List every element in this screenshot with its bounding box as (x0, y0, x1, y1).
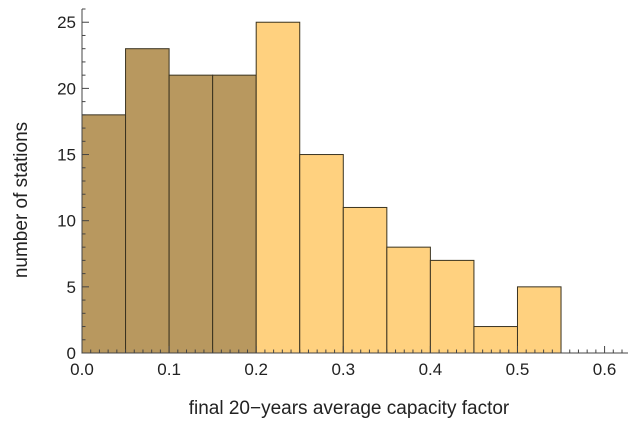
histogram-bar-5 (299, 154, 344, 354)
y-tick-label: 15 (57, 146, 76, 165)
y-tick-label: 0 (67, 344, 76, 363)
x-tick-label: 0.4 (419, 360, 443, 379)
y-tick-label: 25 (57, 13, 76, 32)
histogram-bar-1 (125, 48, 170, 354)
axes-group: 0.0 0.1 0.2 0.3 0.4 0.5 0.6 0 5 10 15 20 25 (57, 8, 628, 379)
x-tick-label: 0.5 (506, 360, 530, 379)
histogram-bar-9 (473, 326, 518, 354)
histogram-bar-7 (386, 246, 431, 354)
x-axis-title: final 20−years average capacity factor (189, 398, 510, 419)
y-tick-label: 5 (67, 278, 76, 297)
y-axis-title: number of stations (11, 122, 32, 278)
histogram-bar-6 (342, 206, 388, 354)
histogram-bar-0 (81, 114, 127, 354)
x-tick-label: 0.1 (157, 360, 181, 379)
x-tick-label: 0.0 (70, 360, 94, 379)
histogram-bar-2 (168, 74, 214, 354)
y-tick-label: 20 (57, 79, 76, 98)
bars-group (81, 21, 562, 354)
x-tick-label: 0.3 (331, 360, 355, 379)
x-tick-label: 0.2 (244, 360, 268, 379)
histogram-bar-4 (255, 21, 301, 354)
x-tick-label: 0.6 (593, 360, 617, 379)
y-tick-label: 10 (57, 212, 76, 231)
histogram-bar-3 (212, 74, 257, 354)
histogram-bar-10 (516, 286, 562, 354)
histogram-bar-8 (429, 259, 475, 354)
